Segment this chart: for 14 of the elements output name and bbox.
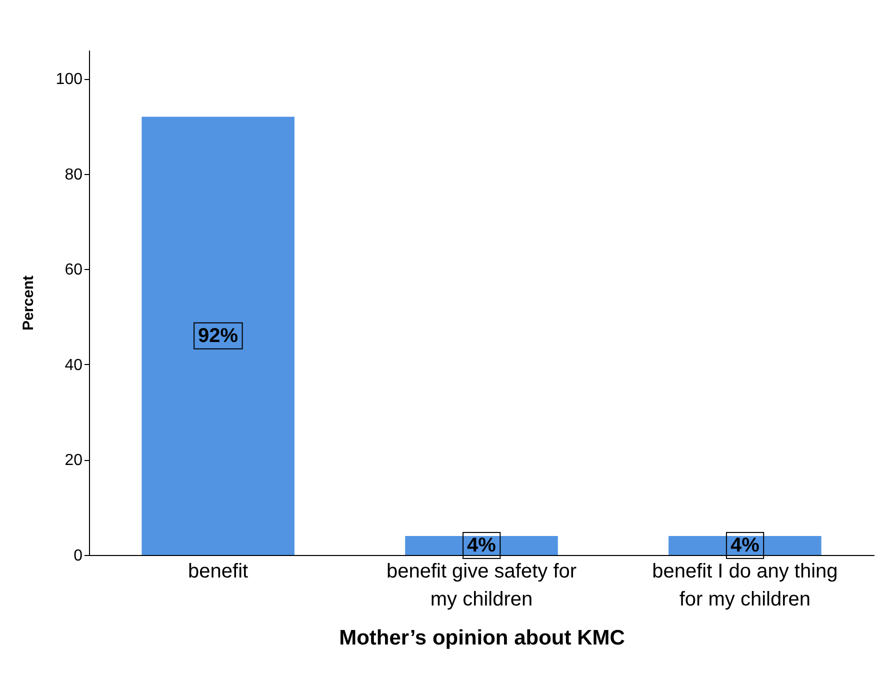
x-axis-title: Mother’s opinion about KMC — [339, 626, 625, 650]
data-label: 4% — [467, 534, 496, 556]
data-label: 92% — [198, 324, 238, 347]
y-tick-label: 40 — [64, 356, 83, 374]
x-tick-label: benefit give safety for my children — [386, 560, 577, 610]
y-tick-label: 0 — [74, 548, 83, 564]
x-tick-label: benefit — [188, 560, 249, 582]
y-tick-label: 80 — [64, 166, 83, 184]
y-tick-label: 60 — [64, 262, 83, 279]
y-tick-label: 100 — [56, 71, 83, 88]
y-axis-title: Percent — [20, 275, 37, 331]
x-tick-label: benefit I do any thing for my children — [652, 560, 838, 610]
y-tick-label: 20 — [64, 452, 83, 470]
data-label: 4% — [730, 534, 760, 556]
